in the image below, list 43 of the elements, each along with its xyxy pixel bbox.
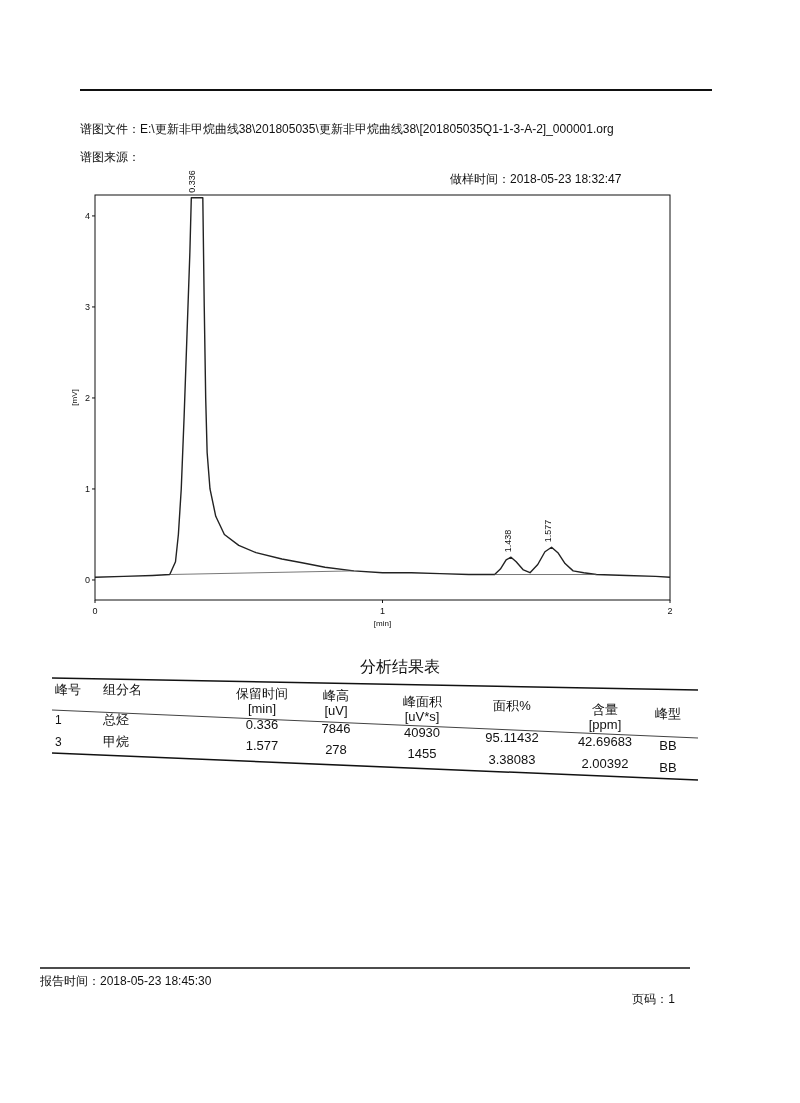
text: BB bbox=[659, 738, 677, 753]
text: 1 bbox=[55, 713, 62, 727]
y-tick-label: 0 bbox=[84, 575, 90, 586]
text: 42.69683 bbox=[577, 734, 633, 749]
text: 2.00392 bbox=[581, 756, 629, 771]
text: 做样时间：2018-05-23 18:32:47 bbox=[450, 172, 622, 186]
text: BB bbox=[659, 760, 677, 775]
text: 峰面积 [uV*s] bbox=[402, 694, 442, 724]
text: 峰高 [uV] bbox=[323, 688, 349, 718]
x-tick-label: 1 bbox=[379, 606, 386, 616]
text: 3 bbox=[55, 735, 62, 749]
text: 95.11432 bbox=[485, 730, 539, 745]
text: 278 bbox=[325, 742, 347, 757]
x-tick-label: 2 bbox=[667, 606, 673, 616]
y-tick-label: 4 bbox=[84, 211, 90, 222]
text: 7846 bbox=[321, 721, 351, 736]
y-axis-title: [mV] bbox=[70, 389, 79, 406]
text: 1455 bbox=[407, 746, 437, 761]
text: 1.577 bbox=[245, 738, 279, 753]
text: 峰型 bbox=[655, 706, 681, 721]
text: 总烃 bbox=[102, 712, 129, 727]
annotation: 1.438 bbox=[503, 529, 514, 553]
y-tick-label: 2 bbox=[84, 393, 90, 404]
annotation: 0.336 bbox=[186, 170, 197, 193]
text: 0.336 bbox=[245, 717, 279, 732]
text: 谱图来源： bbox=[80, 150, 140, 164]
text: 甲烷 bbox=[103, 734, 129, 749]
x-axis-title: [min] bbox=[373, 619, 392, 628]
text: 面积% bbox=[493, 698, 532, 713]
text: 谱图文件：E:\更新非甲烷曲线38\201805035\更新非甲烷曲线38\[201805035Q1-1-3-A-2]_000001.org bbox=[80, 122, 614, 136]
text: 组分名 bbox=[103, 682, 142, 697]
text: 40930 bbox=[403, 725, 441, 740]
text: 分析结果表 bbox=[360, 658, 440, 675]
y-tick-label: 3 bbox=[84, 302, 90, 313]
y-tick-label: 1 bbox=[84, 484, 90, 495]
x-tick-label: 0 bbox=[92, 606, 98, 616]
text: 含量 [ppm] bbox=[588, 702, 622, 732]
text: 峰号 bbox=[55, 682, 81, 697]
text: 页码：1 bbox=[632, 992, 676, 1006]
text: 3.38083 bbox=[488, 752, 536, 767]
text: 保留时间 [min] bbox=[236, 686, 288, 716]
annotation: 1.577 bbox=[543, 519, 554, 543]
text: 报告时间：2018-05-23 18:45:30 bbox=[39, 974, 212, 988]
